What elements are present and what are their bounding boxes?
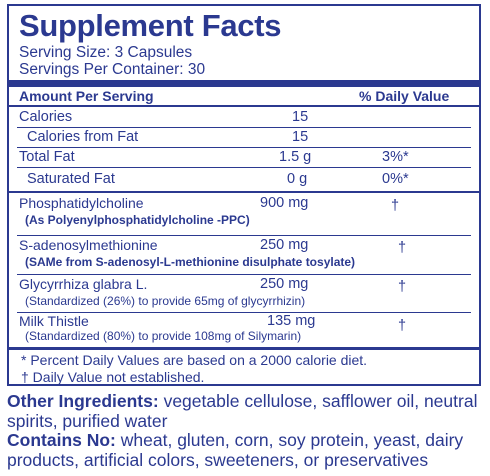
row-same-amount: 250 mg xyxy=(260,237,309,253)
row-saturated-fat-dv: 0%* xyxy=(382,171,409,187)
footnotes: * Percent Daily Values are based on a 20… xyxy=(21,352,367,386)
row-glycyrrhiza-name: Glycyrrhiza glabra L. xyxy=(19,276,148,292)
footnote-not-established: † Daily Value not established. xyxy=(21,369,205,385)
supplement-facts-panel: Supplement Facts Serving Size: 3 Capsule… xyxy=(7,4,481,386)
row-divider xyxy=(17,312,471,313)
row-glycyrrhiza-sub: (Standardized (26%) to provide 65mg of g… xyxy=(25,294,306,308)
row-milk-thistle-sub: (Standardized (80%) to provide 108mg of … xyxy=(25,329,302,343)
row-saturated-fat-name: Saturated Fat xyxy=(27,171,115,187)
row-phosphatidylcholine-name: Phosphatidylcholine xyxy=(19,195,144,211)
other-ingredients-text: vegetable cellulose, safflower oil, neut… xyxy=(7,391,478,431)
row-milk-thistle-name: Milk Thistle xyxy=(19,313,89,329)
row-total-fat-dv: 3%* xyxy=(382,149,409,165)
serving-size: Serving Size: 3 Capsules xyxy=(19,44,193,61)
row-same-name: S-adenosylmethionine xyxy=(19,237,158,253)
row-milk-thistle-amount: 135 mg xyxy=(267,313,316,329)
row-phosphatidylcholine-amount: 900 mg xyxy=(260,195,309,211)
row-same-dv: † xyxy=(398,240,407,256)
row-same-sub: (SAMe from S-adenosyl-L-methionine disul… xyxy=(25,255,356,269)
thick-rule xyxy=(9,80,479,87)
row-glycyrrhiza-amount: 250 mg xyxy=(260,276,309,292)
section-rule xyxy=(9,191,479,193)
facts-title: Supplement Facts xyxy=(19,8,282,43)
header-rule xyxy=(9,105,479,107)
row-divider xyxy=(17,127,471,128)
row-divider xyxy=(17,147,471,148)
contains-no: Contains No: wheat, gluten, corn, soy pr… xyxy=(7,430,487,470)
header-daily-value: % Daily Value xyxy=(359,88,450,104)
row-phosphatidylcholine-dv: † xyxy=(391,198,400,214)
row-divider xyxy=(17,167,471,168)
row-divider xyxy=(17,274,471,275)
footnote-daily-values: * Percent Daily Values are based on a 20… xyxy=(21,352,368,368)
header-amount-per-serving: Amount Per Serving xyxy=(19,88,154,104)
row-calories-name: Calories xyxy=(19,109,73,125)
row-calories-amount: 15 xyxy=(292,109,309,125)
row-phosphatidylcholine-sub: (As Polyenylphosphatidylcholine -PPC) xyxy=(25,213,250,227)
other-ingredients-label: Other Ingredients: xyxy=(7,391,159,411)
row-divider xyxy=(17,235,471,236)
row-milk-thistle-dv: † xyxy=(398,318,407,334)
row-glycyrrhiza-dv: † xyxy=(398,279,407,295)
contains-no-label: Contains No: xyxy=(7,430,116,450)
row-total-fat-amount: 1.5 g xyxy=(279,149,312,165)
contains-no-text: wheat, gluten, corn, soy protein, yeast,… xyxy=(7,430,464,470)
other-ingredients-block: Other Ingredients: vegetable cellulose, … xyxy=(7,391,487,470)
row-total-fat-name: Total Fat xyxy=(19,149,75,165)
row-saturated-fat-amount: 0 g xyxy=(287,171,308,187)
row-calories-from-fat-name: Calories from Fat xyxy=(27,129,139,145)
other-ingredients: Other Ingredients: vegetable cellulose, … xyxy=(7,391,487,431)
bottom-rule xyxy=(9,347,479,350)
row-calories-from-fat-amount: 15 xyxy=(292,129,309,145)
servings-per-container: Servings Per Container: 30 xyxy=(19,61,206,78)
